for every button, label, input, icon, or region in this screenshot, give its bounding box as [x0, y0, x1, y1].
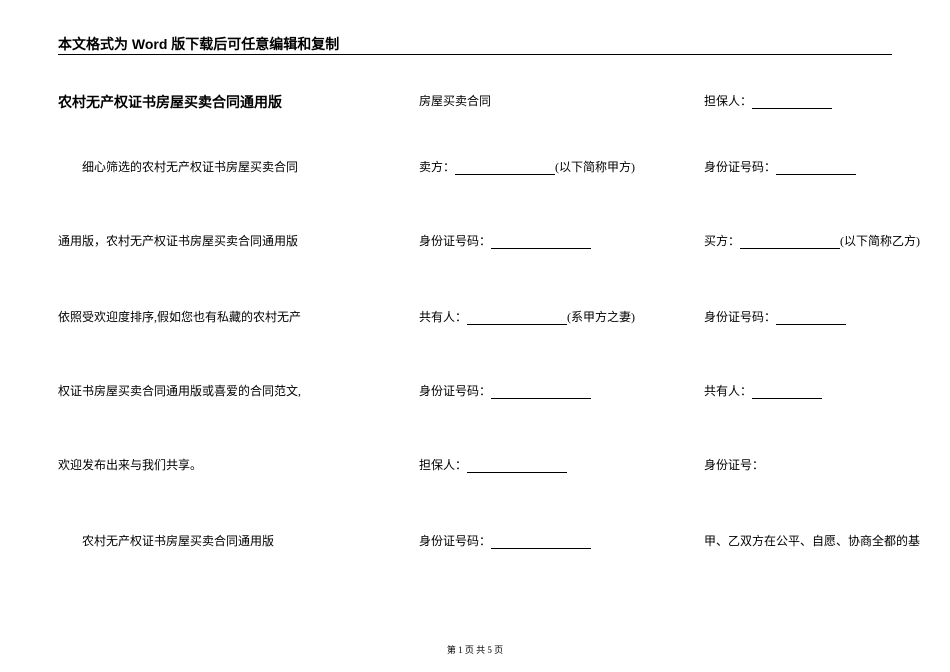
seller-label: 卖方：: [419, 160, 455, 174]
coowner2-label: 共有人：: [704, 384, 752, 398]
coowner2-blank: [752, 387, 822, 399]
col2-guarantor: 担保人：: [395, 456, 567, 473]
col3-guarantor2: 担保人：: [680, 92, 832, 109]
seller-id-blank: [491, 237, 591, 249]
guarantor2-id-label: 身份证号码：: [704, 160, 776, 174]
guarantor2-id-blank: [776, 163, 856, 175]
guarantor-id-blank: [491, 537, 591, 549]
col2-guarantor-id: 身份证号码：: [395, 532, 591, 549]
header-prefix: 本文格式为: [58, 36, 128, 52]
col1-p1: 细心筛选的农村无产权证书房屋买卖合同: [58, 158, 298, 175]
col1-p5: 欢迎发布出来与我们共享。: [58, 456, 202, 473]
guarantor-blank: [467, 461, 567, 473]
header-suffix: 版下载后可任意编辑和复制: [171, 36, 339, 52]
col3-buyer-id: 身份证号码：: [680, 308, 846, 325]
col1-p6: 农村无产权证书房屋买卖合同通用版: [58, 532, 274, 549]
seller-id-label: 身份证号码：: [419, 234, 491, 248]
coowner-id-blank: [491, 387, 591, 399]
buyer-blank: [740, 237, 840, 249]
guarantor-label: 担保人：: [419, 458, 467, 472]
col2-seller-id: 身份证号码：: [395, 232, 591, 249]
seller-suffix: (以下简称甲方): [555, 160, 635, 174]
col1-p3: 依照受欢迎度排序,假如您也有私藏的农村无产: [58, 308, 301, 325]
seller-blank: [455, 163, 555, 175]
buyer-label: 买方：: [704, 234, 740, 248]
guarantor2-blank: [752, 97, 832, 109]
coowner2-id-label: 身份证号：: [704, 458, 764, 472]
buyer-id-blank: [776, 313, 846, 325]
coowner-blank: [467, 313, 567, 325]
col2-coowner-id: 身份证号码：: [395, 382, 591, 399]
buyer-id-label: 身份证号码：: [704, 310, 776, 324]
coowner-suffix: (系甲方之妻): [567, 310, 635, 324]
header-divider: [58, 54, 892, 55]
col3-buyer: 买方： (以下简称乙方): [680, 232, 920, 249]
buyer-suffix: (以下简称乙方): [840, 234, 920, 248]
col3-coowner2: 共有人：: [680, 382, 822, 399]
document-title: 农村无产权证书房屋买卖合同通用版: [58, 92, 282, 112]
page-header: 本文格式为 Word 版下载后可任意编辑和复制: [58, 34, 339, 54]
col2-contract-title: 房屋买卖合同: [395, 92, 491, 109]
coowner-id-label: 身份证号码：: [419, 384, 491, 398]
guarantor-id-label: 身份证号码：: [419, 534, 491, 548]
col2-seller: 卖方： (以下简称甲方): [395, 158, 635, 175]
col2-coowner: 共有人： (系甲方之妻): [395, 308, 635, 325]
col3-coowner2-id: 身份证号：: [680, 456, 764, 473]
col3-closing: 甲、乙双方在公平、自愿、协商全都的基: [680, 532, 920, 549]
coowner-label: 共有人：: [419, 310, 467, 324]
col1-p4: 权证书房屋买卖合同通用版或喜爱的合同范文,: [58, 382, 301, 399]
page-footer: 第 1 页 共 5 页: [0, 643, 950, 656]
col1-p2: 通用版，农村无产权证书房屋买卖合同通用版: [58, 232, 298, 249]
guarantor2-label: 担保人：: [704, 94, 752, 108]
header-word: Word: [128, 36, 171, 52]
col3-guarantor2-id: 身份证号码：: [680, 158, 856, 175]
